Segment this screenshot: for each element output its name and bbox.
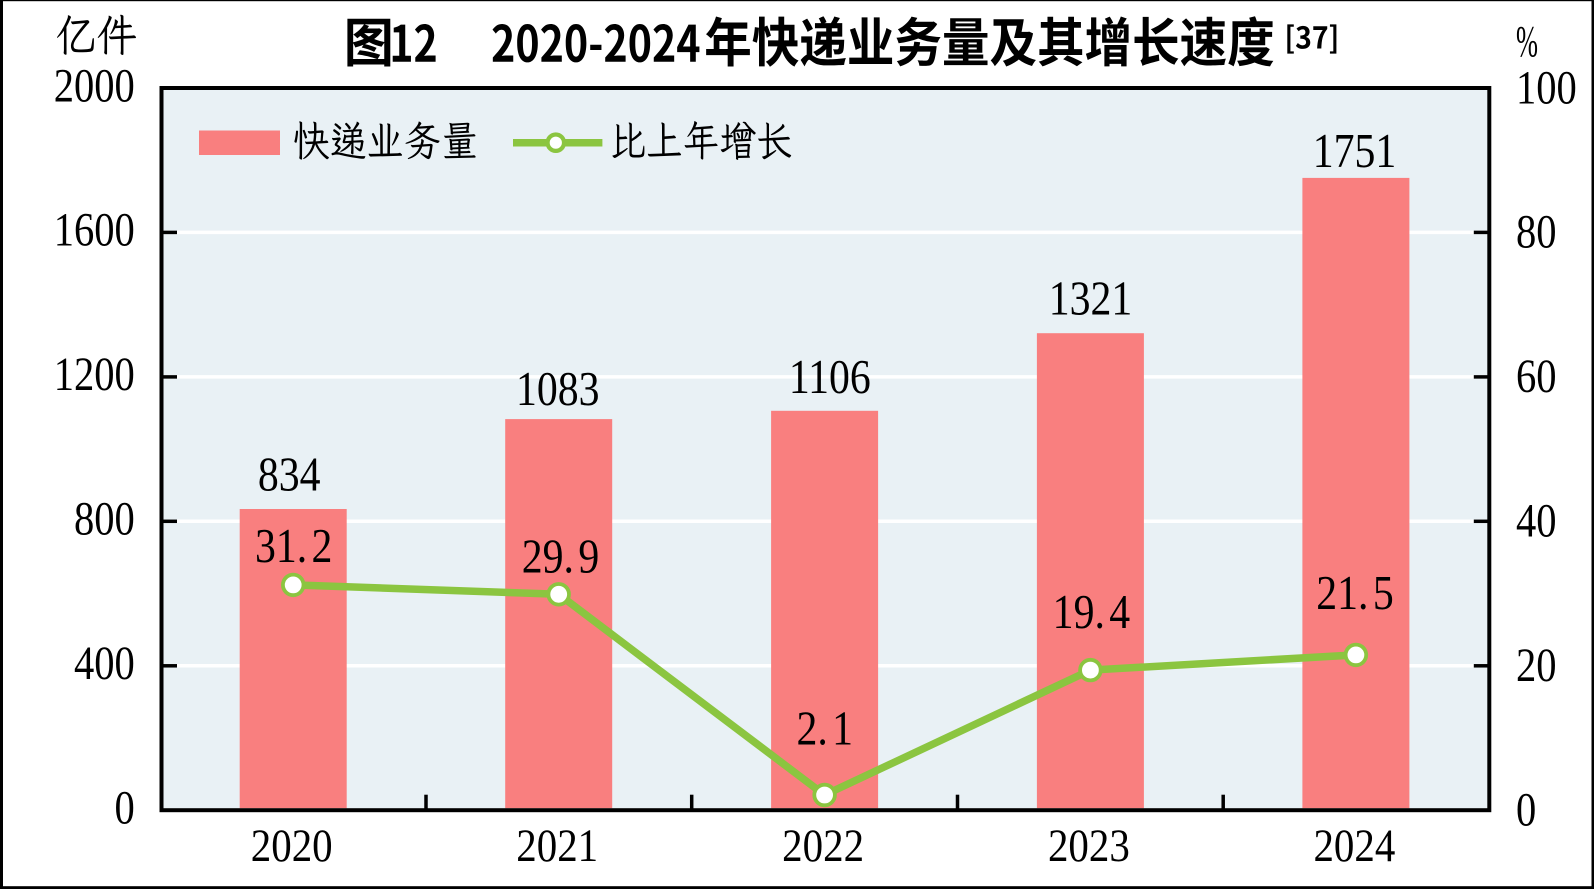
- svg-text:1106: 1106: [789, 350, 871, 403]
- svg-text:400: 400: [74, 636, 135, 690]
- svg-text:0: 0: [115, 780, 135, 834]
- svg-text:1200: 1200: [54, 347, 135, 401]
- svg-text:40: 40: [1516, 493, 1557, 547]
- svg-text:19.4: 19.4: [1053, 585, 1130, 638]
- svg-text:60: 60: [1516, 349, 1557, 403]
- svg-text:20: 20: [1516, 638, 1557, 692]
- svg-text:2024: 2024: [1313, 819, 1395, 871]
- svg-text:2022: 2022: [782, 819, 864, 871]
- svg-text:1751: 1751: [1313, 124, 1397, 177]
- svg-text:0: 0: [1516, 782, 1536, 836]
- svg-text:2.1: 2.1: [797, 702, 854, 755]
- svg-text:1083: 1083: [516, 362, 600, 415]
- svg-text:100: 100: [1516, 60, 1577, 114]
- svg-text:21.5: 21.5: [1316, 566, 1393, 619]
- svg-text:1600: 1600: [54, 202, 135, 256]
- svg-text:80: 80: [1516, 204, 1557, 258]
- svg-text:834: 834: [258, 448, 321, 501]
- svg-text:2020: 2020: [251, 819, 333, 871]
- svg-text:29.9: 29.9: [522, 530, 599, 583]
- svg-text:1321: 1321: [1049, 272, 1133, 325]
- svg-text:800: 800: [74, 491, 135, 545]
- svg-text:%: %: [1516, 17, 1538, 66]
- svg-text:2021: 2021: [516, 819, 598, 871]
- svg-text:2000: 2000: [54, 58, 135, 112]
- svg-text:2023: 2023: [1048, 819, 1130, 871]
- svg-text:31.2: 31.2: [255, 519, 332, 572]
